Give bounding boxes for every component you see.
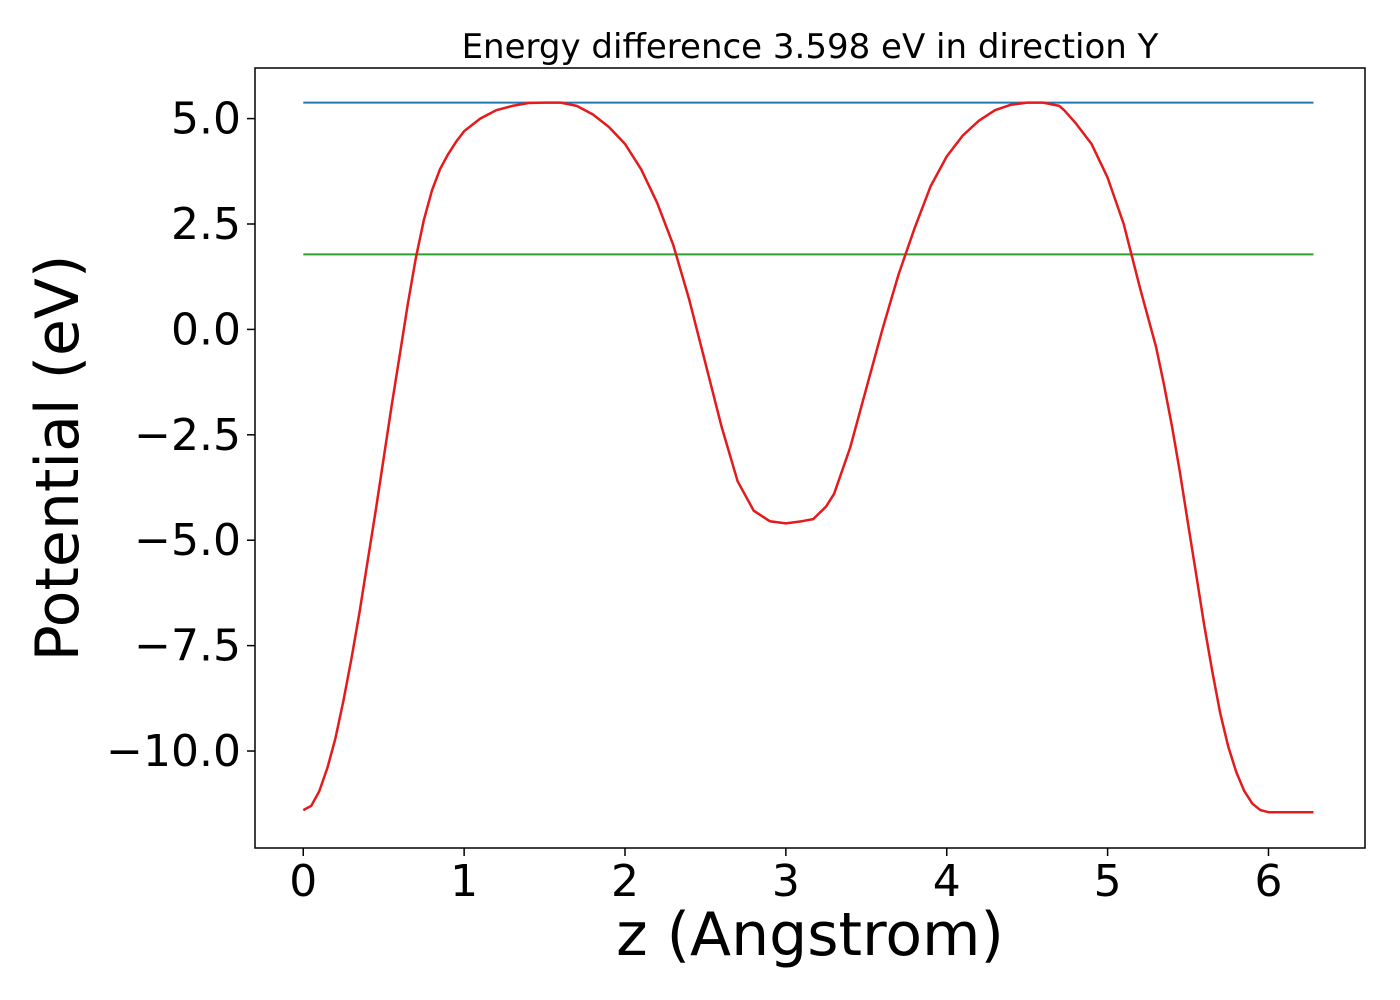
x-tick-label: 4 bbox=[933, 856, 961, 907]
y-tick-label: −7.5 bbox=[134, 621, 241, 672]
y-tick-label: −10.0 bbox=[106, 726, 241, 777]
series-layer bbox=[302, 101, 1314, 814]
y-tick-label: 2.5 bbox=[171, 199, 241, 250]
y-tick-label: 0.0 bbox=[171, 304, 241, 355]
y-tick-label: −5.0 bbox=[134, 515, 241, 566]
chart-title: Energy difference 3.598 eV in direction … bbox=[462, 27, 1159, 67]
x-tick-label: 1 bbox=[450, 856, 478, 907]
x-axis-label: z (Angstrom) bbox=[616, 900, 1004, 970]
x-axis-ticks: 0 1 2 3 4 5 6 bbox=[289, 848, 1282, 907]
plot-area bbox=[254, 67, 1366, 849]
y-axis-ticks: 5.0 2.5 0.0 −2.5 −5.0 −7.5 −10.0 bbox=[106, 94, 255, 777]
potential-curve bbox=[302, 101, 1314, 814]
x-tick-label: 3 bbox=[772, 856, 800, 907]
x-tick-label: 6 bbox=[1254, 856, 1282, 907]
x-tick-label: 5 bbox=[1094, 856, 1122, 907]
x-tick-label: 2 bbox=[611, 856, 639, 907]
y-tick-label: 5.0 bbox=[171, 94, 241, 145]
y-tick-label: −2.5 bbox=[134, 410, 241, 461]
x-tick-label: 0 bbox=[289, 856, 317, 907]
y-axis-label: Potential (eV) bbox=[23, 255, 93, 662]
